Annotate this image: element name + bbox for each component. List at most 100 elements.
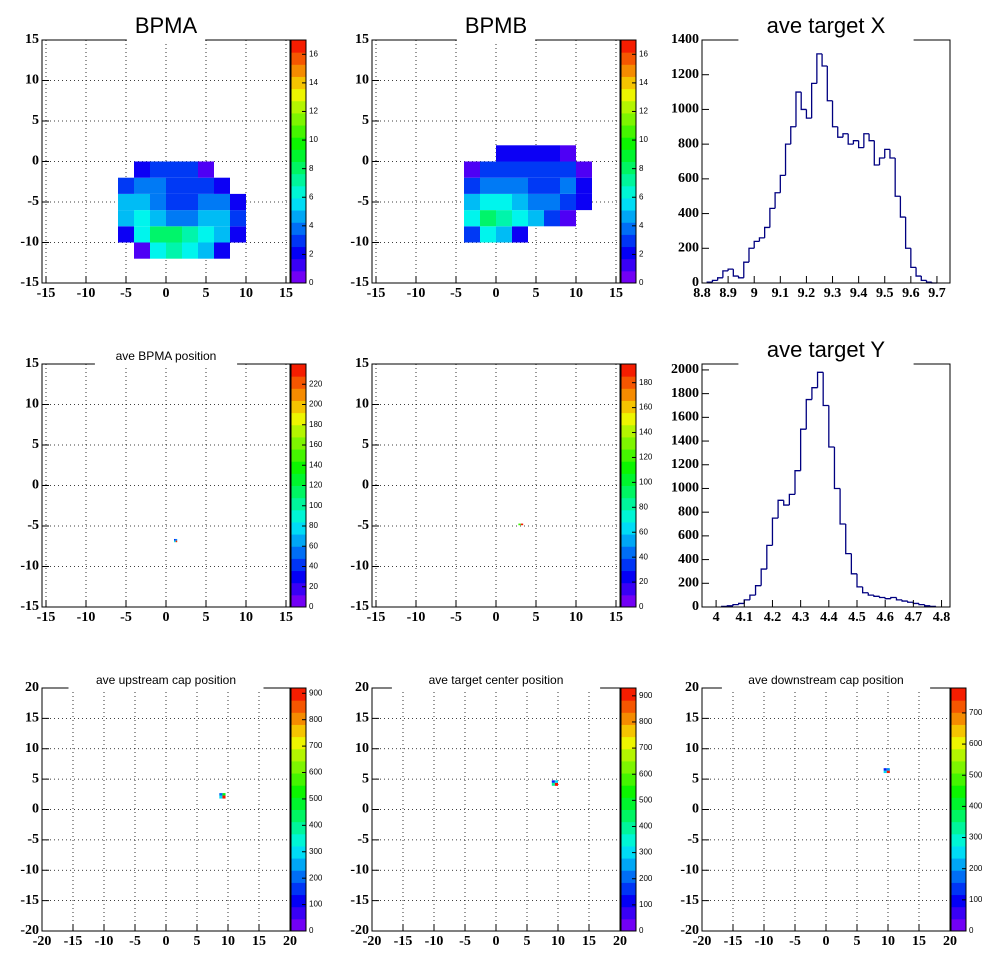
- histogram-bin: [878, 157, 885, 165]
- histogram-bin: [749, 594, 756, 600]
- histogram-bin: [857, 140, 864, 149]
- colorbar-band: [951, 688, 966, 701]
- colorbar-band: [291, 845, 306, 859]
- colorbar-band: [291, 424, 306, 438]
- colorbar-band: [291, 894, 306, 908]
- colorbar-label: 12: [309, 107, 318, 116]
- colorbar-label: 140: [639, 428, 653, 437]
- heatmap-cell: [496, 210, 512, 227]
- colorbar-band: [291, 112, 306, 126]
- x-tick-label: 9.1: [772, 286, 790, 301]
- colorbar-band: [621, 246, 636, 260]
- y-tick-label: -15: [350, 275, 369, 290]
- colorbar-band: [291, 161, 306, 175]
- colorbar-band: [291, 833, 306, 847]
- y-tick-label: -15: [350, 893, 369, 908]
- colorbar-band: [291, 149, 306, 162]
- chart-title: BPMA: [135, 13, 198, 38]
- heatmap-cell: [544, 177, 560, 194]
- colorbar-label: 16: [309, 49, 318, 58]
- y-tick-label: 400: [678, 206, 699, 221]
- y-tick-label: 1200: [671, 67, 699, 82]
- colorbar-band: [621, 137, 636, 150]
- colorbar-band: [291, 173, 306, 187]
- heatmap-cell: [480, 161, 496, 178]
- y-tick-label: -20: [680, 923, 699, 938]
- colorbar-band: [291, 258, 306, 272]
- y-tick-label: 0: [362, 802, 369, 817]
- y-tick-label: 1000: [671, 481, 699, 496]
- histogram-bin: [764, 226, 770, 238]
- colorbar-band: [621, 76, 636, 90]
- colorbar-band: [951, 700, 966, 713]
- colorbar-band: [291, 700, 306, 713]
- colorbar-label: 2: [639, 250, 644, 259]
- colorbar-label: 160: [309, 440, 323, 449]
- histogram-bin: [907, 601, 914, 603]
- heatmap-cell: [219, 793, 223, 796]
- title-box: [456, 14, 536, 44]
- histogram-bin: [788, 493, 795, 506]
- x-tick-label: 0: [823, 934, 830, 949]
- x-tick-label: 0: [163, 934, 170, 949]
- heatmap-cell: [182, 193, 198, 211]
- heatmap-cell: [214, 242, 230, 259]
- colorbar-band: [621, 821, 636, 835]
- title-box: [68, 672, 264, 692]
- colorbar-label: 300: [639, 848, 653, 857]
- colorbar-band: [621, 424, 636, 438]
- heatmap-cell: [480, 210, 496, 227]
- y-tick-label: 10: [685, 741, 699, 756]
- colorbar-label: 20: [309, 582, 318, 591]
- colorbar-band: [621, 700, 636, 713]
- histogram-bin: [889, 149, 896, 159]
- colorbar-label: 14: [639, 78, 648, 87]
- colorbar-band: [951, 724, 966, 738]
- colorbar-band: [291, 100, 306, 114]
- colorbar-band: [621, 809, 636, 823]
- colorbar-label: 100: [639, 477, 653, 486]
- heatmap-cell: [576, 193, 592, 211]
- colorbar-band: [291, 509, 306, 523]
- heatmap-cell: [480, 226, 496, 243]
- x-tick-label: 10: [221, 934, 235, 949]
- x-tick-label: -15: [37, 610, 56, 625]
- colorbar-band: [621, 785, 636, 798]
- heatmap-cell: [560, 145, 576, 162]
- colorbar-band: [291, 52, 306, 65]
- y-tick-label: 15: [685, 711, 699, 726]
- x-tick-label: 0: [493, 610, 500, 625]
- y-tick-label: 0: [692, 275, 699, 290]
- heatmap-cell: [118, 226, 134, 243]
- colorbar-band: [291, 364, 306, 377]
- histogram-bin: [833, 446, 841, 490]
- colorbar-band: [621, 748, 636, 762]
- heatmap-cell: [560, 177, 576, 194]
- colorbar-band: [621, 509, 636, 523]
- colorbar-band: [621, 833, 636, 847]
- x-tick-label: -15: [724, 934, 743, 949]
- colorbar-band: [291, 222, 306, 235]
- histogram-bin: [754, 585, 762, 596]
- x-tick-label: 15: [582, 934, 596, 949]
- heatmap-cell: [166, 226, 182, 243]
- heatmap-cell: [464, 226, 480, 243]
- colorbar-label: 6: [309, 192, 314, 201]
- colorbar-band: [291, 521, 306, 535]
- chart-title: ave BPMA position: [116, 349, 217, 363]
- colorbar-band: [621, 773, 636, 786]
- colorbar-band: [291, 473, 306, 486]
- colorbar-frame: [620, 687, 637, 932]
- y-tick-label: 800: [678, 136, 699, 151]
- heatmap-cell: [528, 177, 544, 194]
- histogram-bin: [842, 133, 849, 138]
- x-tick-label: 4.4: [820, 610, 838, 625]
- y-tick-label: 5: [32, 437, 39, 452]
- heatmap-cell: [560, 193, 576, 211]
- colorbar-band: [621, 760, 636, 774]
- x-tick-label: -10: [95, 934, 114, 949]
- histogram-bin: [929, 605, 936, 608]
- y-tick-label: -10: [350, 559, 369, 574]
- y-tick-label: 5: [362, 771, 369, 786]
- x-tick-label: 5: [854, 934, 861, 949]
